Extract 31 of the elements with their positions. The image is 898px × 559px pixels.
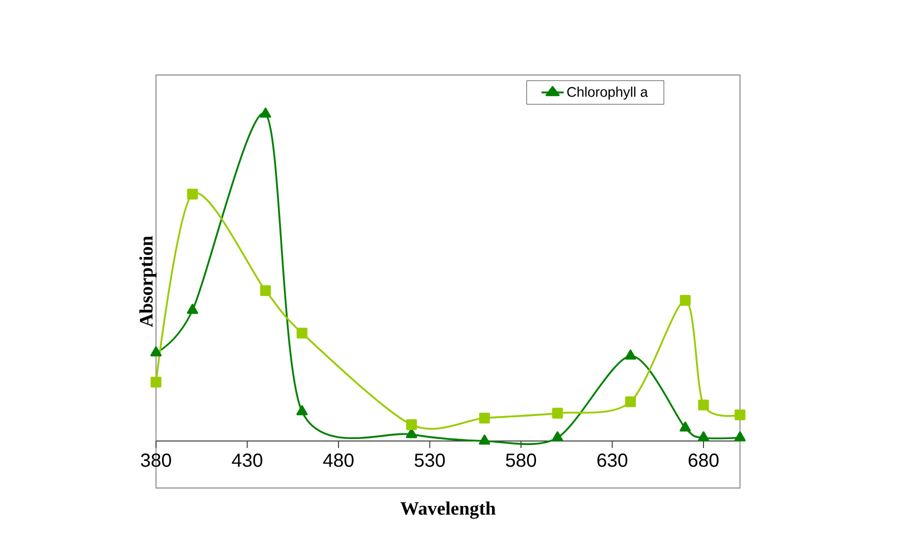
- point: [680, 294, 691, 306]
- legend-label: Chlorophyll a: [567, 86, 648, 100]
- point: [552, 431, 564, 442]
- point: [186, 304, 198, 314]
- point: [479, 412, 490, 424]
- point: [734, 431, 746, 442]
- point: [260, 108, 272, 118]
- x-axis-title: Wavelength: [400, 502, 496, 519]
- y-axis-title: Absorption: [139, 236, 156, 328]
- point: [150, 376, 162, 388]
- x-tick-label: 680: [688, 454, 719, 467]
- x-tick-label: 380: [140, 454, 172, 467]
- point: [698, 431, 710, 442]
- point: [478, 434, 490, 445]
- x-tick-label: 630: [597, 454, 628, 467]
- point: [296, 405, 308, 416]
- point: [187, 188, 198, 200]
- point: [680, 422, 691, 432]
- point: [552, 408, 563, 419]
- point: [698, 400, 709, 410]
- x-tick-label: 480: [323, 454, 354, 467]
- x-tick-label: 580: [506, 454, 536, 467]
- point: [406, 419, 417, 430]
- x-tick-label: 530: [414, 454, 445, 467]
- point: [734, 409, 746, 420]
- point: [150, 346, 162, 356]
- point: [625, 396, 636, 408]
- point: [296, 328, 308, 338]
- point: [260, 285, 271, 296]
- x-tick-label: 430: [232, 454, 262, 467]
- point: [624, 350, 636, 360]
